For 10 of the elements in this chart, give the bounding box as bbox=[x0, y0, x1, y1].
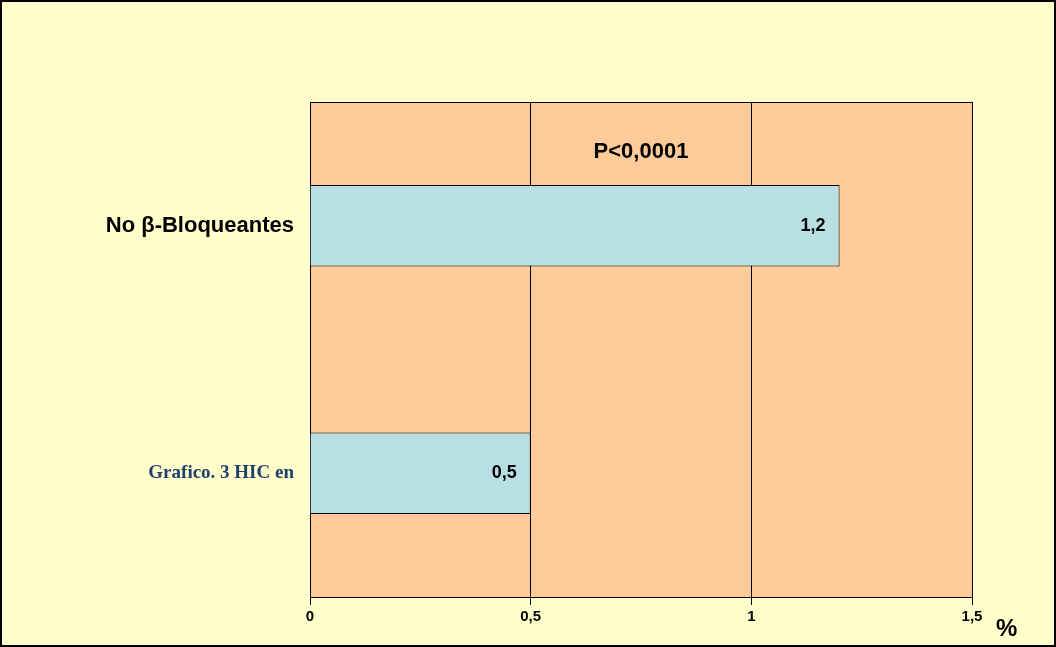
x-tick-label: 0,5 bbox=[520, 607, 542, 625]
data-label: 0,5 bbox=[491, 462, 517, 483]
annotation: P<0,0001 bbox=[593, 138, 689, 164]
data-label: 1,2 bbox=[800, 214, 826, 235]
y-tick-label: Grafico. 3 HIC en bbox=[148, 461, 295, 483]
x-axis-title: % bbox=[996, 613, 1018, 641]
x-tick-label: 1,5 bbox=[961, 607, 983, 625]
x-tick-label: 1 bbox=[747, 607, 756, 625]
y-tick-label: No β-Bloqueantes bbox=[105, 211, 294, 237]
x-tick-label: 0 bbox=[305, 607, 315, 625]
